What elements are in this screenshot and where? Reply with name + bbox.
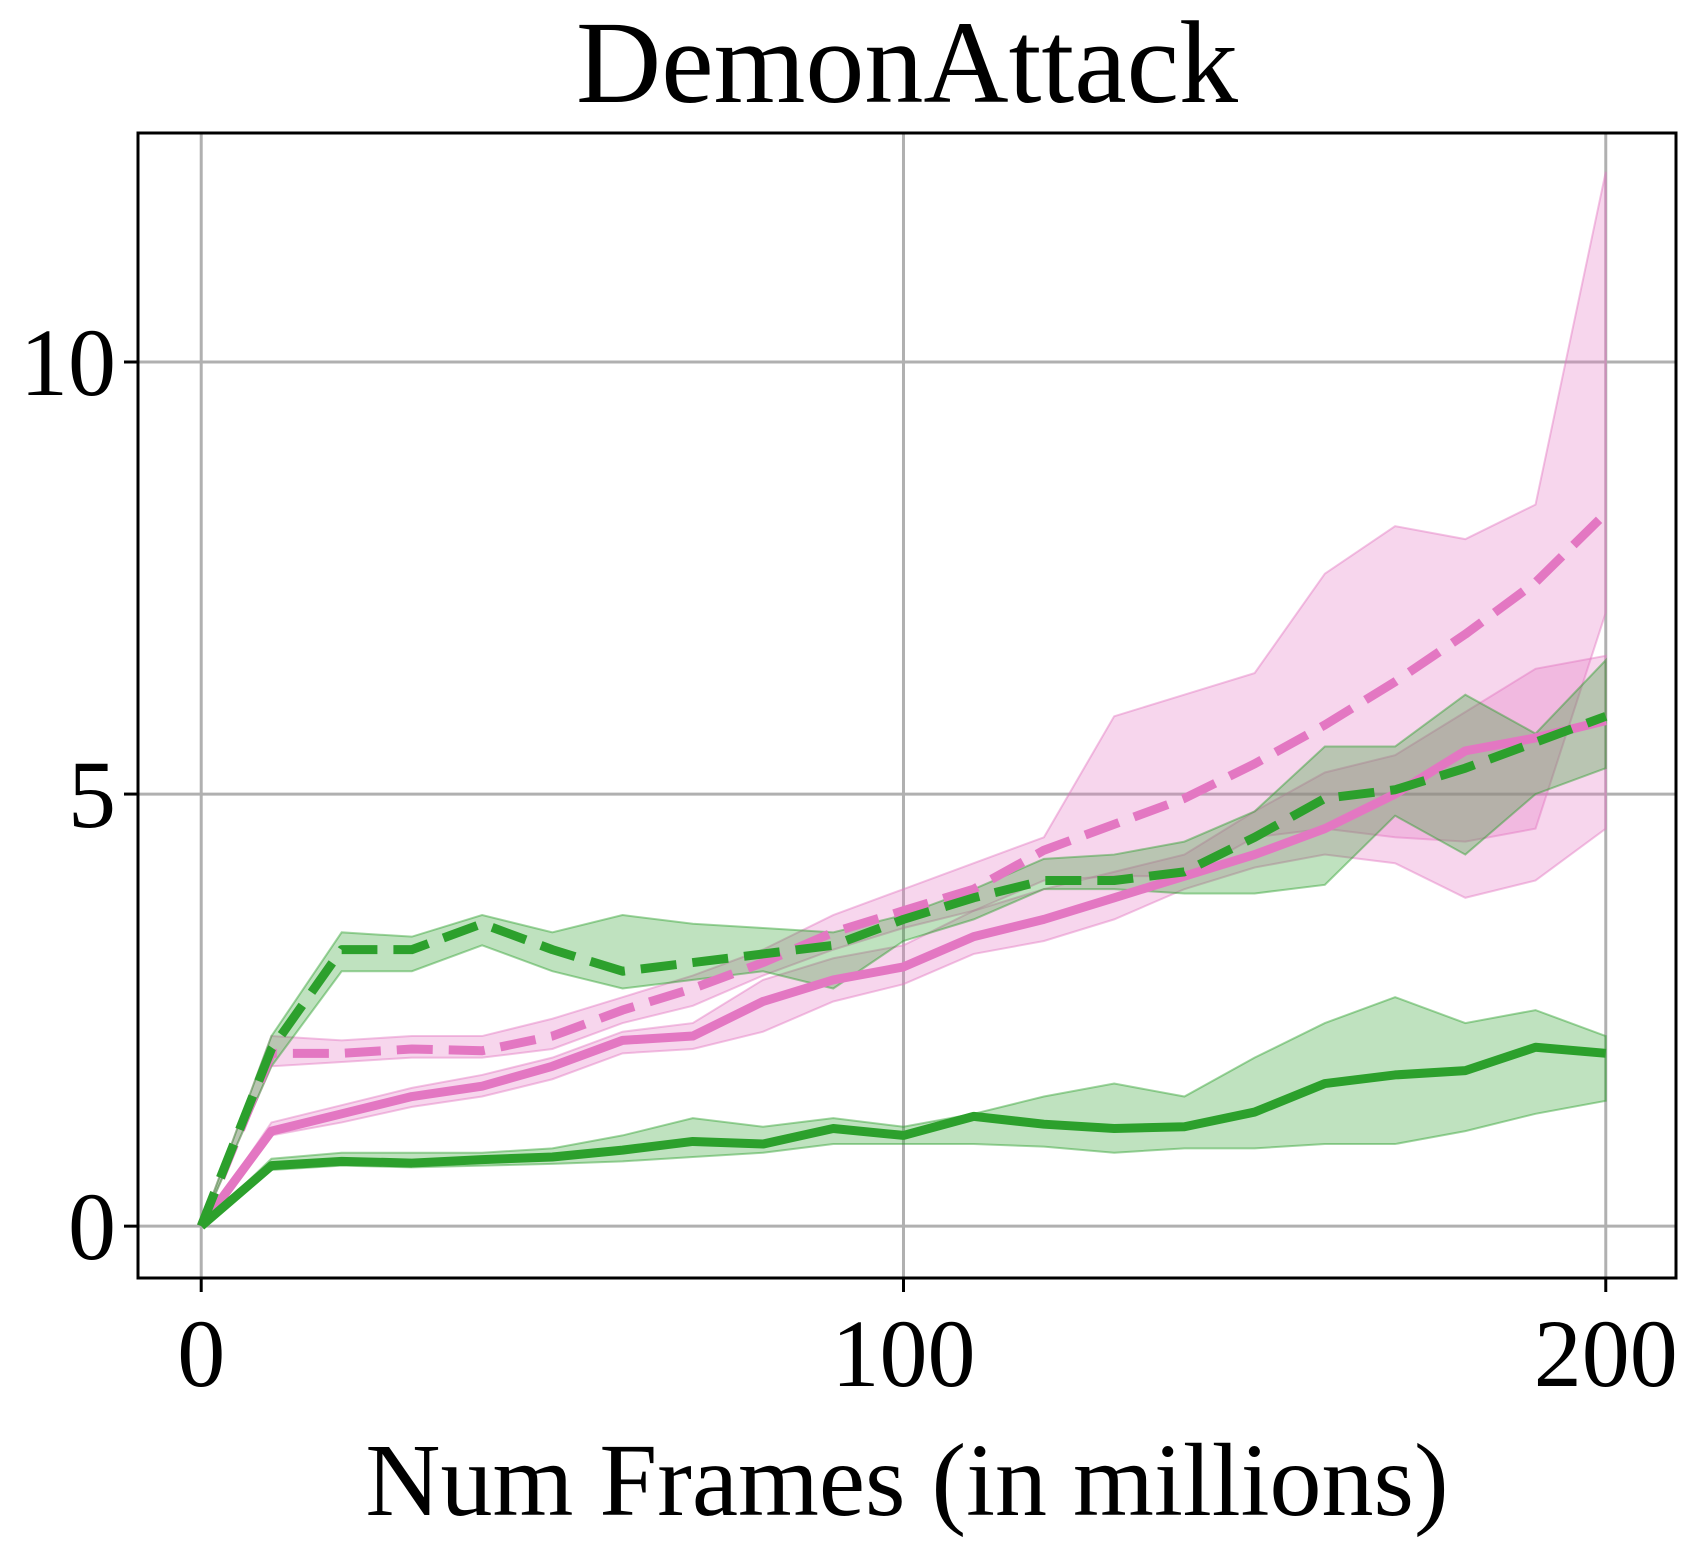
confidence-band — [200, 657, 1607, 1227]
confidence-bands — [200, 171, 1607, 1227]
confidence-band — [200, 171, 1607, 1227]
confidence-band — [200, 996, 1607, 1227]
axis-ticks: 0 100 200 0 5 10 — [20, 309, 1678, 1407]
series-line — [197, 716, 1607, 1229]
y-tick-label: 10 — [20, 309, 116, 416]
plot-frame — [136, 131, 1678, 1280]
grid — [138, 133, 1676, 1278]
y-tick-label: 0 — [68, 1173, 116, 1280]
series-line — [197, 712, 1608, 1228]
x-tick-label: 100 — [831, 1300, 975, 1407]
x-tick-label: 0 — [177, 1300, 225, 1407]
chart-title: DemonAttack — [576, 0, 1238, 128]
series-line — [197, 510, 1609, 1228]
x-tick-label: 200 — [1534, 1300, 1678, 1407]
y-tick-label: 5 — [68, 741, 116, 848]
series-line — [198, 1042, 1607, 1230]
confidence-band — [200, 654, 1607, 1227]
x-axis-label: Num Frames (in millions) — [365, 1423, 1448, 1538]
series-lines — [197, 510, 1609, 1230]
